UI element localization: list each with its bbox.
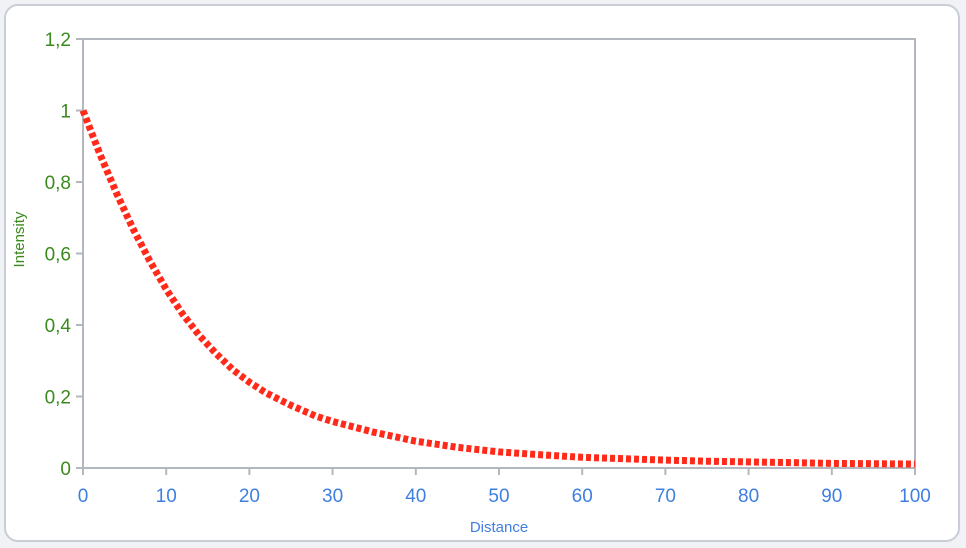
y-tick-label: 1,2: [45, 30, 71, 51]
y-tick-label: 0,6: [45, 245, 71, 266]
x-tick-label: 70: [655, 486, 676, 507]
x-axis-ticks: 0 10 20 30 40 50 60 70 80 90 100: [78, 468, 931, 507]
y-tick-label: 0,8: [45, 173, 71, 194]
y-tick-label: 0: [60, 459, 71, 480]
series-layer: [79, 109, 916, 468]
y-tick-label: 0,2: [45, 388, 71, 409]
x-tick-label: 0: [78, 486, 89, 507]
x-tick-label: 100: [899, 486, 931, 507]
x-tick-label: 60: [572, 486, 593, 507]
y-axis-title: Intensity: [11, 211, 28, 267]
x-tick-label: 80: [738, 486, 759, 507]
y-tick-label: 0,4: [45, 316, 72, 337]
series-line-0: [79, 109, 916, 468]
x-tick-label: 10: [156, 486, 177, 507]
x-tick-label: 50: [488, 486, 509, 507]
x-tick-label: 30: [322, 486, 343, 507]
x-tick-label: 20: [239, 486, 260, 507]
plot-area: [82, 38, 916, 469]
x-tick-label: 90: [821, 486, 842, 507]
y-tick-label: 1: [60, 102, 71, 123]
y-axis-ticks: 0 0,2 0,4 0,6 0,8 1 1,2: [45, 30, 83, 480]
x-tick-label: 40: [405, 486, 426, 507]
x-axis-title: Distance: [470, 519, 528, 536]
